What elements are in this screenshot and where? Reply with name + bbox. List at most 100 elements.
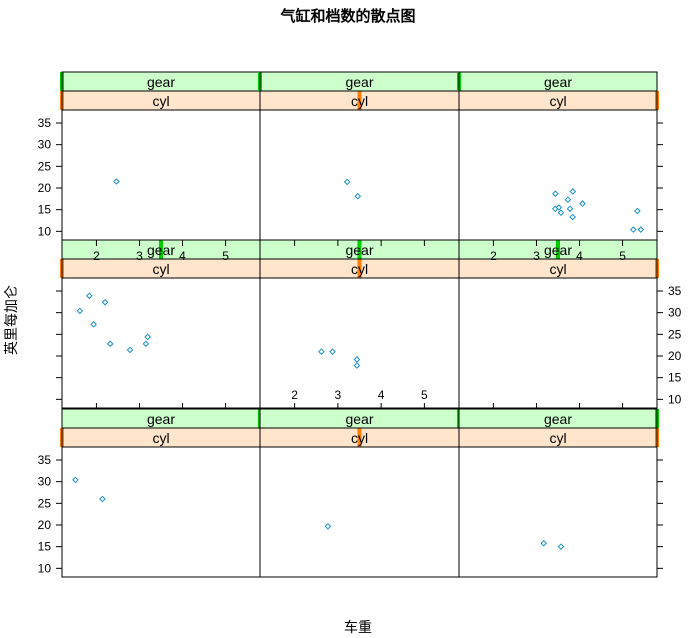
x-tick-label: 5 bbox=[619, 249, 626, 263]
panel-frame bbox=[458, 277, 658, 409]
data-point bbox=[569, 188, 577, 195]
data-point bbox=[90, 321, 97, 328]
y-tick-label: 35 bbox=[668, 284, 682, 298]
cyl-strip-label: cyl bbox=[549, 261, 566, 277]
gear-strip-label: gear bbox=[147, 411, 175, 427]
panels-layer: gear cyl gear cyl gear cyl gear cyl gear cyl gear c… bbox=[60, 71, 659, 578]
panel-frame bbox=[458, 446, 658, 578]
cyl-strip bbox=[459, 428, 657, 447]
data-point bbox=[329, 348, 336, 355]
gear-level-marker bbox=[159, 240, 163, 259]
panel-frame bbox=[61, 109, 261, 241]
y-tick-label: 10 bbox=[668, 392, 682, 406]
x-tick-label: 5 bbox=[421, 388, 428, 402]
data-point bbox=[99, 495, 106, 503]
data-point bbox=[634, 207, 641, 215]
gear-strip bbox=[62, 72, 260, 91]
x-tick-label: 3 bbox=[533, 249, 540, 263]
x-tick-label: 4 bbox=[179, 249, 186, 263]
panel-r1c1: gear cyl bbox=[60, 71, 261, 241]
panel-r2c3: gear cyl bbox=[458, 239, 659, 409]
y-tick-label: 35 bbox=[38, 453, 52, 467]
data-point bbox=[579, 200, 586, 207]
gear-strip bbox=[459, 409, 657, 428]
panel-frame bbox=[259, 109, 460, 241]
x-tick-label: 5 bbox=[222, 249, 229, 263]
panel-r3c1: gear cyl bbox=[60, 408, 262, 578]
panel-r3c2: gear cyl bbox=[259, 408, 461, 578]
data-point bbox=[86, 292, 93, 300]
x-tick-label: 3 bbox=[335, 388, 342, 402]
chart-title: 气缸和档数的散点图 bbox=[279, 7, 415, 25]
gear-level-marker bbox=[556, 240, 560, 259]
data-point bbox=[72, 476, 79, 484]
y-tick-label: 25 bbox=[668, 327, 682, 341]
y-tick-label: 30 bbox=[668, 306, 682, 320]
y-tick-label: 15 bbox=[38, 203, 52, 217]
panel-r1c3: gear cyl bbox=[457, 71, 659, 241]
gear-strip-label: gear bbox=[544, 242, 572, 258]
data-point bbox=[557, 543, 565, 550]
data-point bbox=[76, 307, 84, 315]
gear-strip bbox=[260, 409, 459, 428]
gear-strip bbox=[62, 409, 260, 428]
panel-frame bbox=[458, 109, 658, 241]
cyl-strip-label: cyl bbox=[351, 93, 368, 109]
cyl-strip bbox=[459, 259, 657, 278]
data-point bbox=[564, 196, 572, 204]
y-tick-label: 10 bbox=[38, 561, 52, 575]
data-point bbox=[113, 178, 120, 185]
data-point bbox=[354, 192, 362, 200]
data-point bbox=[142, 340, 150, 348]
x-tick-label: 2 bbox=[291, 388, 298, 402]
y-tick-label: 35 bbox=[38, 116, 52, 130]
data-point bbox=[569, 213, 576, 221]
gear-strip bbox=[260, 72, 459, 91]
data-point bbox=[557, 209, 565, 217]
data-point bbox=[101, 298, 109, 306]
data-point bbox=[637, 226, 645, 233]
x-tick-label: 3 bbox=[136, 249, 143, 263]
gear-strip-label: gear bbox=[147, 74, 175, 90]
gear-strip bbox=[459, 72, 657, 91]
cyl-strip-label: cyl bbox=[351, 430, 368, 446]
data-point bbox=[630, 226, 637, 233]
panel-frame bbox=[61, 446, 261, 578]
data-point bbox=[540, 539, 548, 547]
x-tick-label: 2 bbox=[490, 249, 497, 263]
gear-strip-label: gear bbox=[544, 74, 572, 90]
cyl-level-marker bbox=[357, 428, 362, 447]
cyl-strip-label: cyl bbox=[351, 261, 368, 277]
y-tick-label: 20 bbox=[668, 349, 682, 363]
y-tick-label: 25 bbox=[38, 159, 52, 173]
cyl-strip bbox=[62, 259, 260, 278]
axes-layer: 2 3 4 5 2 3 4 5 2 3 4 5 10 15 20 25 30 35 10 15 20 25 30 35 10 15… bbox=[38, 116, 682, 575]
y-tick-label: 20 bbox=[38, 518, 52, 532]
data-point bbox=[566, 205, 574, 213]
cyl-strip-label: cyl bbox=[549, 430, 566, 446]
y-tick-label: 15 bbox=[38, 540, 52, 554]
x-axis-label: 车重 bbox=[344, 619, 372, 636]
data-point bbox=[126, 346, 134, 354]
cyl-strip-label: cyl bbox=[152, 261, 169, 277]
data-point bbox=[318, 348, 325, 355]
cyl-strip bbox=[62, 428, 260, 447]
y-tick-label: 30 bbox=[38, 475, 52, 489]
data-point bbox=[353, 356, 361, 363]
data-point bbox=[144, 333, 151, 341]
cyl-level-marker bbox=[357, 259, 362, 278]
cyl-strip bbox=[62, 91, 260, 110]
cyl-strip bbox=[459, 91, 657, 110]
panel-r2c1: gear cyl bbox=[60, 239, 261, 409]
y-tick-label: 10 bbox=[38, 224, 52, 238]
cyl-strip-label: cyl bbox=[152, 430, 169, 446]
panel-r3c3: gear cyl bbox=[458, 408, 659, 578]
x-tick-label: 4 bbox=[576, 249, 583, 263]
x-tick-label: 2 bbox=[93, 249, 100, 263]
data-point bbox=[353, 362, 361, 369]
y-tick-label: 20 bbox=[38, 181, 52, 195]
gear-strip-label: gear bbox=[147, 242, 175, 258]
x-tick-label: 4 bbox=[378, 388, 385, 402]
data-point bbox=[551, 205, 559, 213]
